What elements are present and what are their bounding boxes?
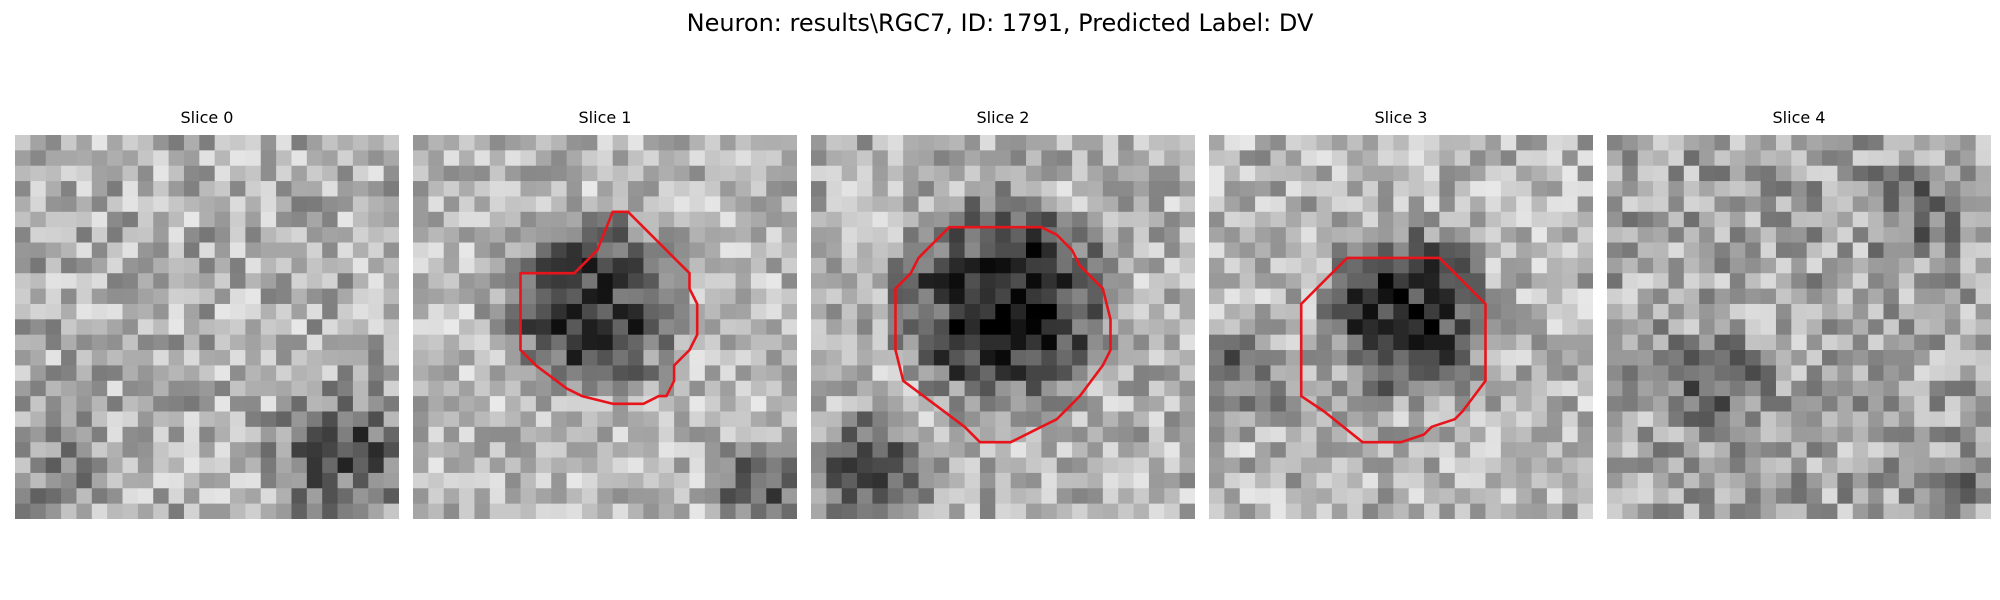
roi-contour-3 — [1299, 256, 1487, 444]
slice-panel-4: Slice 4 — [1607, 104, 1991, 520]
slice-image-4 — [1607, 135, 1991, 519]
slice-title-2: Slice 2 — [976, 108, 1030, 127]
roi-contour-1 — [519, 210, 699, 406]
figure-title: Neuron: results\RGC7, ID: 1791, Predicte… — [686, 9, 1314, 37]
slice-title-3: Slice 3 — [1374, 108, 1428, 127]
slice-image-1 — [413, 135, 797, 519]
slice-image-3 — [1209, 135, 1593, 519]
slice-image-2 — [811, 135, 1195, 519]
slice-panel-1: Slice 1 — [413, 104, 797, 520]
slice-title-4: Slice 4 — [1772, 108, 1826, 127]
slice-panel-3: Slice 3 — [1209, 104, 1593, 520]
slice-title-0: Slice 0 — [180, 108, 234, 127]
slice-image-0 — [15, 135, 399, 519]
slice-panel-0: Slice 0 — [15, 104, 399, 520]
slice-panel-2: Slice 2 — [811, 104, 1195, 520]
slice-title-1: Slice 1 — [578, 108, 632, 127]
roi-contour-2 — [894, 225, 1112, 444]
